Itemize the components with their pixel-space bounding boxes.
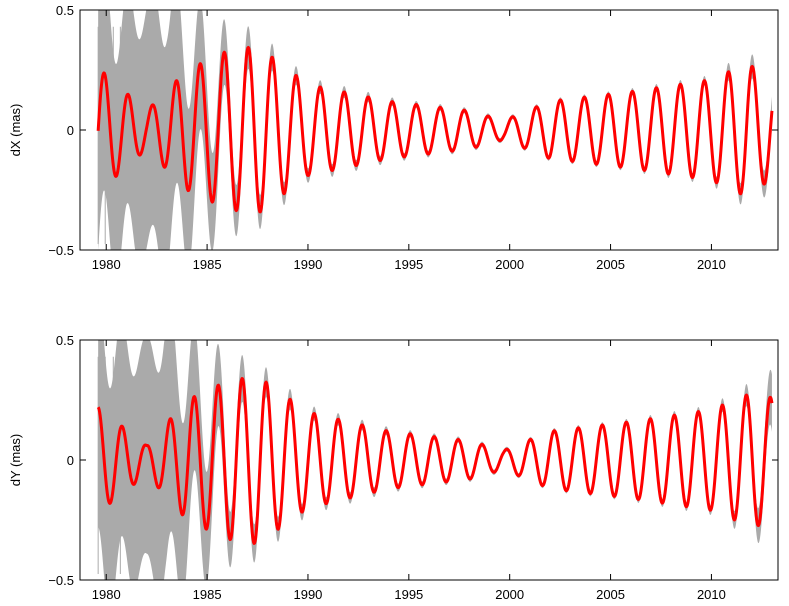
y-tick-label: 0 (67, 453, 74, 468)
x-tick-label: 2005 (596, 257, 625, 272)
uncertainty-band (98, 10, 772, 250)
x-tick-label: 1985 (193, 587, 222, 602)
x-tick-label: 1995 (394, 587, 423, 602)
x-tick-label: 2005 (596, 587, 625, 602)
x-tick-label: 1980 (92, 257, 121, 272)
series-line (96, 377, 774, 545)
y-tick-label: 0 (67, 123, 74, 138)
x-tick-label: 1980 (92, 587, 121, 602)
dx-panel: 1980 1985 1990 1995 2000 2005 2010 −0.5 0 0.5 dX (… (8, 3, 779, 272)
dy-axis-label: dY (mas) (8, 434, 23, 487)
uncertainty-band (98, 340, 772, 580)
x-tick-label: 1985 (193, 257, 222, 272)
x-tick-label: 1995 (394, 257, 423, 272)
dx-axis-label: dX (mas) (8, 104, 23, 157)
series-line (96, 45, 774, 214)
x-tick-label: 2000 (495, 257, 524, 272)
x-tick-label: 2010 (697, 587, 726, 602)
x-tick-label: 1990 (293, 257, 322, 272)
y-tick-label: 0.5 (56, 3, 74, 18)
x-tick-label: 1990 (293, 587, 322, 602)
x-tick-label: 2010 (697, 257, 726, 272)
y-tick-label: 0.5 (56, 333, 74, 348)
y-tick-label: −0.5 (48, 243, 74, 258)
y-tick-label: −0.5 (48, 573, 74, 588)
dy-panel: 1980 1985 1990 1995 2000 2005 2010 −0.5 0 0.5 dY (… (8, 333, 779, 602)
x-tick-label: 2000 (495, 587, 524, 602)
